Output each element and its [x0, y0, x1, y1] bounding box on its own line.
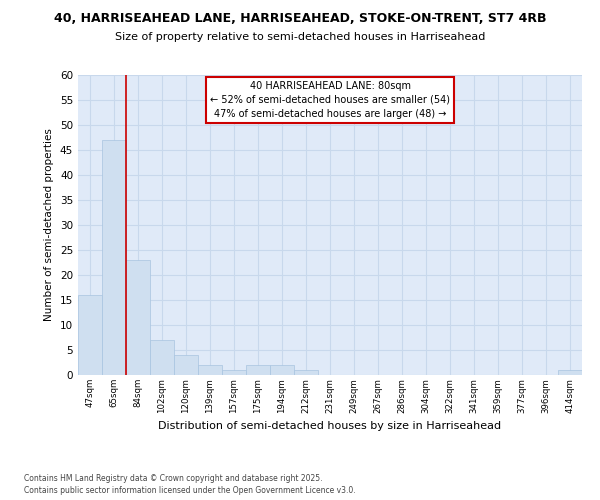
- Text: Contains HM Land Registry data © Crown copyright and database right 2025.
Contai: Contains HM Land Registry data © Crown c…: [24, 474, 356, 495]
- Bar: [294, 370, 318, 375]
- Bar: [270, 365, 294, 375]
- X-axis label: Distribution of semi-detached houses by size in Harriseahead: Distribution of semi-detached houses by …: [158, 421, 502, 431]
- Bar: [102, 140, 126, 375]
- Bar: [222, 370, 246, 375]
- Y-axis label: Number of semi-detached properties: Number of semi-detached properties: [44, 128, 55, 322]
- Bar: [174, 355, 198, 375]
- Bar: [78, 295, 102, 375]
- Text: 40, HARRISEAHEAD LANE, HARRISEAHEAD, STOKE-ON-TRENT, ST7 4RB: 40, HARRISEAHEAD LANE, HARRISEAHEAD, STO…: [54, 12, 546, 26]
- Bar: [150, 340, 174, 375]
- Bar: [246, 365, 270, 375]
- Bar: [126, 260, 150, 375]
- Text: Size of property relative to semi-detached houses in Harriseahead: Size of property relative to semi-detach…: [115, 32, 485, 42]
- Bar: [198, 365, 222, 375]
- Bar: [558, 370, 582, 375]
- Text: 40 HARRISEAHEAD LANE: 80sqm
← 52% of semi-detached houses are smaller (54)
47% o: 40 HARRISEAHEAD LANE: 80sqm ← 52% of sem…: [210, 81, 450, 119]
